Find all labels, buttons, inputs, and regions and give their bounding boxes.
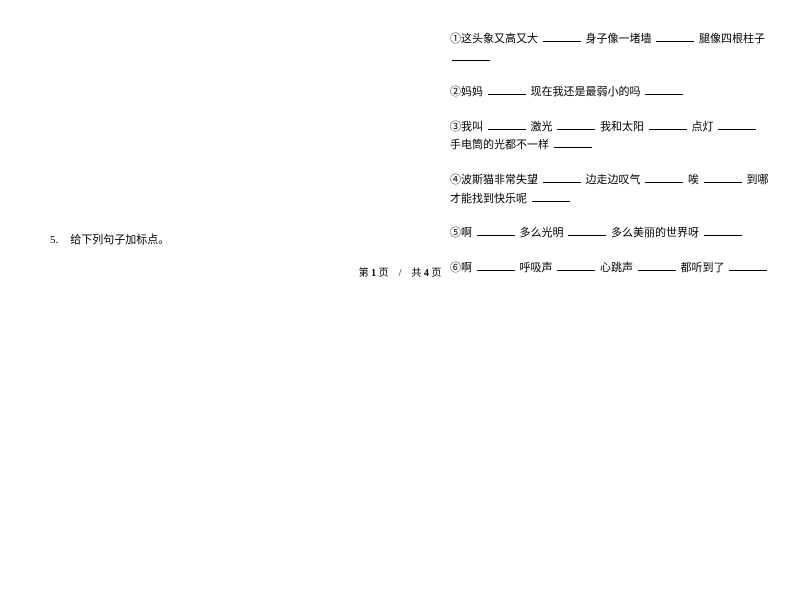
item-3-part-2: 激光 (531, 121, 553, 133)
footer-part-2: 页 (379, 268, 389, 279)
blank (645, 171, 683, 183)
blank (532, 190, 570, 202)
item-5-part-2: 多么光明 (520, 227, 564, 239)
item-2-part-1: ②妈妈 (450, 86, 483, 98)
blank (557, 118, 595, 130)
right-column: ①这头象又高又大 身子像一堵墙 腿像四根柱子 ②妈妈 现在我还是最弱小的吗 ③我… (450, 30, 770, 293)
item-3-part-5: 手电筒的光都不一样 (450, 139, 549, 151)
question-label: 给下列句子加标点。 (70, 234, 169, 246)
footer-part-1: 第 (359, 268, 369, 279)
item-5-part-1: ⑤啊 (450, 227, 472, 239)
blank (704, 224, 742, 236)
left-column: 5. 给下列句子加标点。 (50, 230, 410, 248)
blank (477, 224, 515, 236)
footer-part-4: 页 (431, 268, 441, 279)
item-3-part-1: ③我叫 (450, 121, 483, 133)
blank (488, 118, 526, 130)
item-5: ⑤啊 多么光明 多么美丽的世界呀 (450, 224, 770, 243)
item-1-part-3: 腿像四根柱子 (699, 33, 765, 45)
footer-separator: / (399, 268, 402, 279)
blank (554, 136, 592, 148)
item-2-part-2: 现在我还是最弱小的吗 (531, 86, 641, 98)
item-4: ④波斯猫非常失望 边走边叹气 唉 到哪才能找到快乐呢 (450, 171, 770, 208)
item-1-part-2: 身子像一堵墙 (586, 33, 652, 45)
blank (543, 30, 581, 42)
blank (718, 118, 756, 130)
item-5-part-3: 多么美丽的世界呀 (611, 227, 699, 239)
item-1-part-1: ①这头象又高又大 (450, 33, 538, 45)
blank (452, 49, 490, 61)
item-4-part-1: ④波斯猫非常失望 (450, 174, 538, 186)
item-1: ①这头象又高又大 身子像一堵墙 腿像四根柱子 (450, 30, 770, 67)
blank (704, 171, 742, 183)
item-3-part-4: 点灯 (692, 121, 714, 133)
question-number: 5. (50, 234, 58, 246)
item-2: ②妈妈 现在我还是最弱小的吗 (450, 83, 770, 102)
item-4-part-3: 唉 (688, 174, 699, 186)
item-4-part-2: 边走边叹气 (586, 174, 641, 186)
item-3: ③我叫 激光 我和太阳 点灯 手电筒的光都不一样 (450, 118, 770, 155)
page: 5. 给下列句子加标点。 ①这头象又高又大 身子像一堵墙 腿像四根柱子 ②妈妈 … (0, 0, 800, 592)
page-footer: 第 1 页 / 共 4 页 (0, 264, 800, 279)
blank (645, 83, 683, 95)
item-3-part-3: 我和太阳 (600, 121, 644, 133)
blank (543, 171, 581, 183)
blank (568, 224, 606, 236)
blank (649, 118, 687, 130)
footer-page-total: 4 (424, 268, 429, 279)
blank (488, 83, 526, 95)
footer-part-3: 共 (411, 268, 421, 279)
footer-page-number: 1 (371, 268, 376, 279)
blank (656, 30, 694, 42)
